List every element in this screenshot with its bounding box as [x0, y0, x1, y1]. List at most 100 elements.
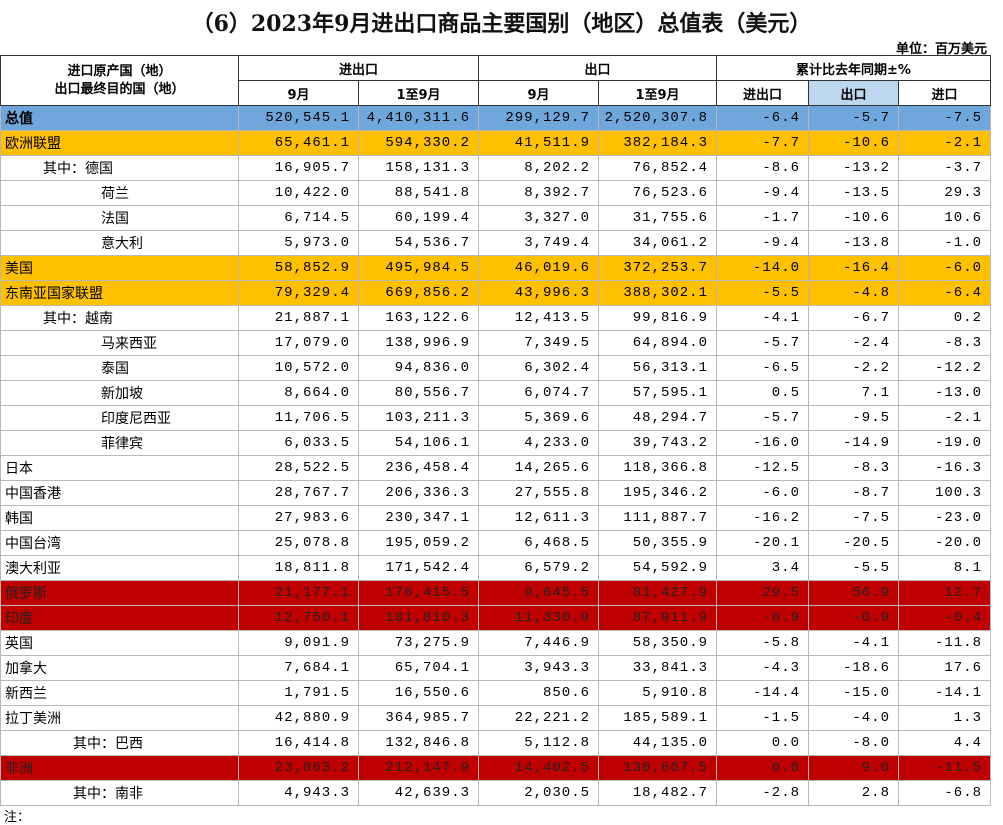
corner-text: 出口最终目的国（地）: [54, 81, 185, 97]
value-cell: -8.7: [808, 480, 899, 506]
value-cell: 6,074.7: [478, 380, 599, 406]
value-cell: -12.5: [716, 455, 809, 481]
row-label: 中国台湾: [0, 530, 239, 556]
row: 其中：越南 21,887.1 163,122.6 12,413.5 99,816.9 -4…: [0, 305, 991, 331]
value-cell: -4.3: [716, 655, 809, 681]
value-cell: 94,836.0: [358, 355, 479, 381]
value-cell: 18,811.8: [238, 555, 359, 581]
value-cell: 2,520,307.8: [598, 105, 717, 131]
value-cell: -14.0: [716, 255, 809, 281]
value-cell: 0.5: [716, 380, 809, 406]
value-cell: 171,542.4: [358, 555, 479, 581]
group-header: 出口: [478, 55, 717, 81]
value-cell: 16,905.7: [238, 155, 359, 181]
row: 俄罗斯 21,177.1 176,415.5 9,645.5 81,427.9 29.5 5…: [0, 580, 991, 606]
row-label: 荷兰: [0, 180, 239, 206]
value-cell: 6,302.4: [478, 355, 599, 381]
unit: 单位：百万美元: [895, 42, 987, 57]
value-cell: 34,061.2: [598, 230, 717, 256]
value-cell: -6.4: [898, 280, 991, 306]
row: 韩国 27,983.6 230,347.1 12,611.3 111,887.7 -16.…: [0, 505, 991, 531]
value-cell: -20.5: [808, 530, 899, 556]
value-cell: -7.5: [808, 505, 899, 531]
value-cell: 29.3: [898, 180, 991, 206]
value-cell: 23,863.2: [238, 755, 359, 781]
value-cell: 0.2: [898, 305, 991, 331]
value-cell: 73,275.9: [358, 630, 479, 656]
row-label: 澳大利亚: [0, 555, 239, 581]
value-cell: 8,202.2: [478, 155, 599, 181]
value-cell: 118,366.8: [598, 455, 717, 481]
value-cell: 0.0: [716, 755, 809, 781]
value-cell: 236,458.4: [358, 455, 479, 481]
value-cell: 60,199.4: [358, 205, 479, 231]
value-cell: -13.2: [808, 155, 899, 181]
value-cell: 41,511.9: [478, 130, 599, 156]
row-label: 马来西亚: [0, 330, 239, 356]
value-cell: 163,122.6: [358, 305, 479, 331]
row: 中国香港 28,767.7 206,336.3 27,555.8 195,346.2 -6…: [0, 480, 991, 506]
value-cell: 212,147.9: [358, 755, 479, 781]
value-cell: 11,330.9: [478, 605, 599, 631]
value-cell: 48,294.7: [598, 405, 717, 431]
value-cell: -6.7: [808, 305, 899, 331]
row-label: 中国香港: [0, 480, 239, 506]
value-cell: 5,973.0: [238, 230, 359, 256]
row: 新西兰 1,791.5 16,550.6 850.6 5,910.8 -14.4 -15.0…: [0, 680, 991, 706]
value-cell: -5.7: [808, 105, 899, 131]
value-cell: -2.4: [808, 330, 899, 356]
value-cell: 54,592.9: [598, 555, 717, 581]
value-cell: 669,856.2: [358, 280, 479, 306]
row-label: 意大利: [0, 230, 239, 256]
value-cell: 3,327.0: [478, 205, 599, 231]
value-cell: -20.0: [898, 530, 991, 556]
row-label: 欧洲联盟: [0, 130, 239, 156]
value-cell: 58,852.9: [238, 255, 359, 281]
value-cell: -9.5: [808, 405, 899, 431]
value-cell: -3.7: [898, 155, 991, 181]
value-cell: 12,413.5: [478, 305, 599, 331]
value-cell: 14,265.6: [478, 455, 599, 481]
sub-header: 1至9月: [598, 80, 717, 106]
row-label: 日本: [0, 455, 239, 481]
row-label: 非洲: [0, 755, 239, 781]
row: 9月 1至9月 9月 1至9月 进出口 出口 进口: [1, 80, 991, 106]
value-cell: -4.8: [808, 280, 899, 306]
value-cell: 12,611.3: [478, 505, 599, 531]
row: 荷兰 10,422.0 88,541.8 8,392.7 76,523.6 -9.4 -13…: [0, 180, 991, 206]
value-cell: 58,350.9: [598, 630, 717, 656]
sub-header: 出口: [808, 80, 899, 106]
value-cell: 103,211.3: [358, 405, 479, 431]
value-cell: 5,369.6: [478, 405, 599, 431]
value-cell: 10.6: [898, 205, 991, 231]
row-label: 英国: [0, 630, 239, 656]
value-cell: 57,595.1: [598, 380, 717, 406]
value-cell: -14.9: [808, 430, 899, 456]
value-cell: 388,302.1: [598, 280, 717, 306]
value-cell: -8.0: [808, 730, 899, 756]
value-cell: 46,019.6: [478, 255, 599, 281]
value-cell: 6,468.5: [478, 530, 599, 556]
value-cell: 4.4: [898, 730, 991, 756]
value-cell: 100.3: [898, 480, 991, 506]
value-cell: 65,461.1: [238, 130, 359, 156]
value-cell: -15.0: [808, 680, 899, 706]
value-cell: -2.8: [716, 780, 809, 806]
value-cell: -18.6: [808, 655, 899, 681]
row-label: 总值: [0, 105, 239, 131]
value-cell: 1,791.5: [238, 680, 359, 706]
value-cell: -2.1: [898, 405, 991, 431]
value-cell: 6,579.2: [478, 555, 599, 581]
value-cell: 21,887.1: [238, 305, 359, 331]
row: 总值 520,545.1 4,410,311.6 299,129.7 2,520,307…: [0, 105, 991, 131]
row: 新加坡 8,664.0 80,556.7 6,074.7 57,595.1 0.5 7.1-…: [0, 380, 991, 406]
row: 马来西亚 17,079.0 138,996.9 7,349.5 64,894.0 -5.7…: [0, 330, 991, 356]
value-cell: 80,556.7: [358, 380, 479, 406]
value-cell: 138,996.9: [358, 330, 479, 356]
value-cell: 382,184.3: [598, 130, 717, 156]
value-cell: -9.4: [716, 230, 809, 256]
value-cell: 850.6: [478, 680, 599, 706]
value-cell: 54,536.7: [358, 230, 479, 256]
value-cell: 11,706.5: [238, 405, 359, 431]
